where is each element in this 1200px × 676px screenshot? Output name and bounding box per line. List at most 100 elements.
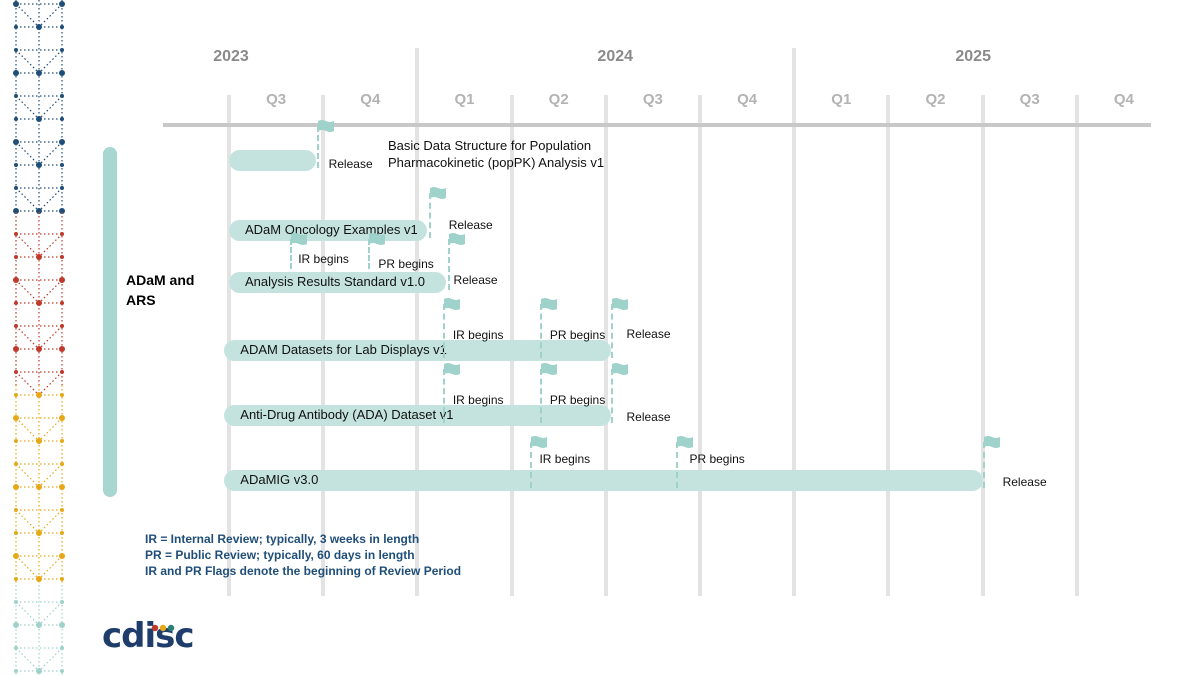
deco-node [14,117,18,121]
deco-node [60,646,64,650]
gantt-bar-label: Anti-Drug Antibody (ADA) Dataset v1 [240,407,454,422]
milestone-label: Release [328,157,373,171]
quarter-label: Q2 [925,91,946,108]
deco-line [38,509,63,534]
deco-line [15,3,40,28]
cdisc-logo-dots [151,624,175,632]
deco-node [14,324,18,328]
gantt-bar-ars [229,272,446,293]
deco-line [15,279,40,304]
deco-line [15,417,40,442]
timeline-axis [163,123,1151,127]
deco-node [36,484,42,490]
popPK-note: Basic Data Structure for Population Phar… [388,137,604,171]
deco-node [14,25,18,29]
milestone-label: IR begins [298,252,349,266]
deco-line [38,325,63,350]
deco-line [38,601,63,626]
deco-line [15,601,40,626]
quarter-label: Q1 [831,91,852,108]
deco-node [36,668,42,674]
deco-node [14,48,18,52]
deco-node [60,25,64,29]
popPK-note-line-1: Basic Data Structure for Population [388,138,592,153]
quarter-gridline [792,48,797,596]
deco-line [38,555,63,580]
gantt-bar-label: Analysis Results Standard v1.0 [245,274,425,289]
legend-ir: IR = Internal Review; typically, 3 weeks… [145,532,420,546]
gantt-bar-label: ADaMIG v3.0 [240,472,319,487]
deco-node [59,553,65,559]
deco-node [14,646,18,650]
quarter-label: Q4 [737,91,758,108]
quarter-gridline [886,95,891,596]
cdisc-logo: cdisc [102,616,195,656]
deco-line [38,463,63,488]
gantt-bar-label: ADAM Datasets for Lab Displays v1 [240,342,447,357]
milestone-label: PR begins [549,393,606,407]
deco-node [60,324,64,328]
deco-node [59,139,65,145]
deco-node [59,208,65,214]
deco-line [38,417,63,442]
quarter-gridline [698,95,702,596]
deco-node [36,116,42,122]
deco-node [14,232,18,236]
deco-line [38,3,63,28]
deco-node [60,393,64,397]
quarter-gridline [415,48,420,596]
deco-node [13,484,19,490]
quarter-label: Q4 [360,91,381,108]
popPK-note-line-2: Pharmacokinetic (popPK) Analysis v1 [388,155,605,170]
milestone-label: IR begins [452,328,504,342]
deco-line [15,49,40,74]
gantt-bar-ada [224,405,611,426]
deco-node [14,462,18,466]
deco-node [14,577,18,581]
milestone-label: IR begins [452,393,504,407]
deco-line [38,49,63,74]
milestone-label: PR begins [689,452,745,466]
deco-node [36,24,42,30]
deco-node [14,301,18,305]
deco-node [36,300,42,306]
deco-line [15,141,40,166]
deco-node [60,48,64,52]
quarter-gridline [1074,95,1079,596]
deco-line [15,95,40,120]
quarter-label: Q3 [642,91,663,108]
group-label-text: ADaM and ARS [126,272,195,308]
deco-node [36,392,42,398]
quarter-label: Q3 [266,91,287,108]
legend-pr: PR = Public Review; typically, 60 days i… [145,548,415,562]
deco-line [15,371,40,396]
legend: IR = Internal Review; typically, 3 weeks… [145,531,461,579]
group-label: ADaM and ARS [126,270,206,310]
deco-line [38,233,63,258]
deco-line [15,233,40,258]
milestone-label: Release [448,218,493,232]
milestone-label: IR begins [539,452,591,466]
deco-line [15,187,40,212]
deco-node [14,393,18,397]
deco-line [38,647,63,672]
deco-node [60,577,64,581]
deco-line [15,325,40,350]
deco-node [60,462,64,466]
milestone-label: PR begins [378,257,434,271]
milestone-label: Release [626,410,671,424]
deco-line [38,95,63,120]
milestone-label: PR begins [549,328,606,342]
deco-node [60,301,64,305]
quarter-label: Q4 [1113,91,1134,108]
deco-line [15,647,40,672]
deco-node [14,669,18,673]
quarter-label: Q2 [548,91,569,108]
year-label: 2023 [213,48,249,65]
deco-node [60,117,64,121]
group-bracket [103,147,117,497]
milestone-label: Release [626,327,671,341]
decorative-network-pattern [13,0,65,675]
gantt-bar-label: ADaM Oncology Examples v1 [245,222,418,237]
deco-node [36,576,42,582]
